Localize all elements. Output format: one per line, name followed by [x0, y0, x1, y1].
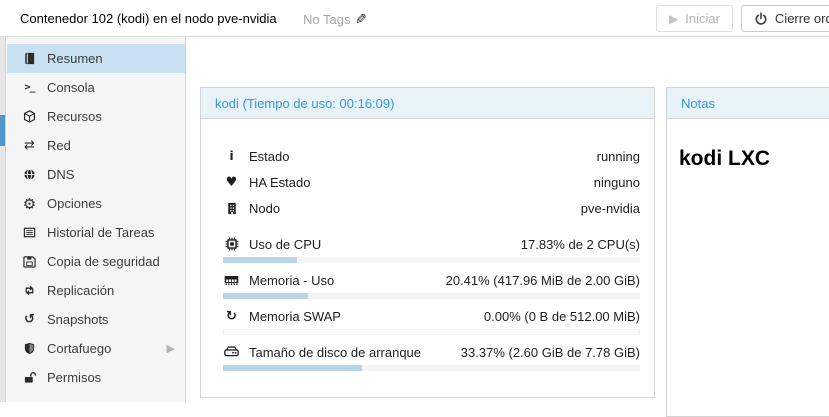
status-row-ha-estado: ♥ HA Estado ninguno: [223, 169, 640, 195]
heartbeat-icon: ♥: [225, 174, 238, 190]
task-list-icon: [21, 226, 38, 239]
building-icon: [223, 202, 240, 215]
disk-icon: [223, 345, 240, 359]
status-panel-header: kodi (Tiempo de uso: 00:16:09): [201, 88, 654, 119]
sidebar-item-snapshots[interactable]: ↺ Snapshots: [7, 305, 185, 334]
sidebar-nav: Resumen >_ Consola Recursos ⇄ Red DNS ⚙ …: [7, 37, 186, 402]
terminal-icon: >_: [24, 82, 35, 93]
sidebar-item-recursos[interactable]: Recursos: [7, 102, 185, 131]
tags-area[interactable]: No Tags ✎: [303, 11, 367, 28]
sidebar-item-resumen[interactable]: Resumen: [7, 44, 185, 73]
status-panel-body: i Estado running ♥ HA Estado ninguno Nod…: [201, 119, 654, 371]
edit-tags-pencil-icon[interactable]: ✎: [355, 11, 368, 27]
chevron-right-icon: ▶: [166, 342, 175, 355]
power-icon: [754, 11, 768, 26]
sidebar-item-replicacion[interactable]: Replicación: [7, 276, 185, 305]
cube-icon: [21, 110, 38, 123]
status-row-nodo: Nodo pve-nvidia: [223, 195, 640, 221]
memory-icon: [223, 274, 240, 286]
usage-row-memoria: Memoria - Uso 20.41% (417.96 MiB de 2.00…: [223, 270, 640, 299]
sidebar-item-opciones[interactable]: ⚙ Opciones: [22, 194, 102, 213]
topbar-buttons: ▶ Iniciar Cierre ordenado: [656, 5, 829, 32]
sidebar-item-red[interactable]: ⇄ Red: [7, 131, 185, 160]
status-row-estado: i Estado running: [223, 143, 640, 169]
notes-content: kodi LXC: [679, 147, 771, 170]
notes-panel-header: Notas: [667, 88, 829, 119]
shield-icon: [21, 342, 38, 355]
shutdown-button[interactable]: Cierre ordenado: [740, 5, 829, 32]
usage-block: Uso de CPU 17.83% de 2 CPU(s) Memoria - …: [223, 234, 640, 371]
sidebar-item-dns[interactable]: DNS: [7, 160, 185, 189]
floppy-icon: [21, 255, 38, 268]
notes-panel-title: Notas: [681, 95, 715, 111]
replication-arrows-icon: [21, 284, 38, 297]
globe-icon: [21, 168, 38, 181]
top-bar: Contenedor 102 (kodi) en el nodo pve-nvi…: [0, 0, 829, 37]
disk-progress-bar: [223, 365, 640, 371]
swap-progress-bar: [223, 329, 640, 335]
sidebar-item-copia-de-seguridad[interactable]: Copia de seguridad: [7, 247, 185, 276]
no-tags-label: No Tags: [303, 12, 351, 27]
status-panel: kodi (Tiempo de uso: 00:16:09) i Estado …: [200, 87, 655, 398]
history-icon: ↺: [24, 312, 35, 327]
usage-row-swap: ↻ Memoria SWAP 0.00% (0 B de 512.00 MiB): [223, 306, 640, 335]
notes-panel: Notas kodi LXC: [666, 87, 829, 417]
notes-panel-body[interactable]: kodi LXC: [667, 119, 829, 183]
cpu-progress-bar: [223, 257, 640, 263]
sidebar-item-historial-de-tareas[interactable]: Historial de Tareas: [7, 218, 185, 247]
status-panel-title: kodi (Tiempo de uso: 00:16:09): [215, 95, 395, 111]
sidebar-item-consola[interactable]: >_ Consola: [7, 73, 185, 102]
book-icon: [21, 52, 38, 65]
network-arrows-icon: ⇄: [24, 138, 35, 153]
cpu-icon: [223, 237, 240, 251]
memory-progress-bar: [223, 293, 640, 299]
page-title: Contenedor 102 (kodi) en el nodo pve-nvi…: [20, 11, 277, 26]
tree-selection-indicator: [0, 115, 5, 146]
info-icon: i: [229, 149, 234, 163]
sidebar-item-cortafuego[interactable]: Cortafuego ▶: [7, 334, 185, 363]
play-icon: ▶: [669, 11, 679, 26]
resource-tree-edge: [0, 37, 6, 402]
usage-row-cpu: Uso de CPU 17.83% de 2 CPU(s): [223, 234, 640, 263]
swap-refresh-icon: ↻: [226, 308, 237, 324]
unlock-icon: [21, 371, 38, 384]
sidebar-item-permisos[interactable]: Permisos: [7, 363, 185, 392]
usage-row-disco: Tamaño de disco de arranque 33.37% (2.60…: [223, 342, 640, 371]
gear-icon: ⚙: [22, 194, 37, 213]
start-button[interactable]: ▶ Iniciar: [656, 5, 733, 32]
